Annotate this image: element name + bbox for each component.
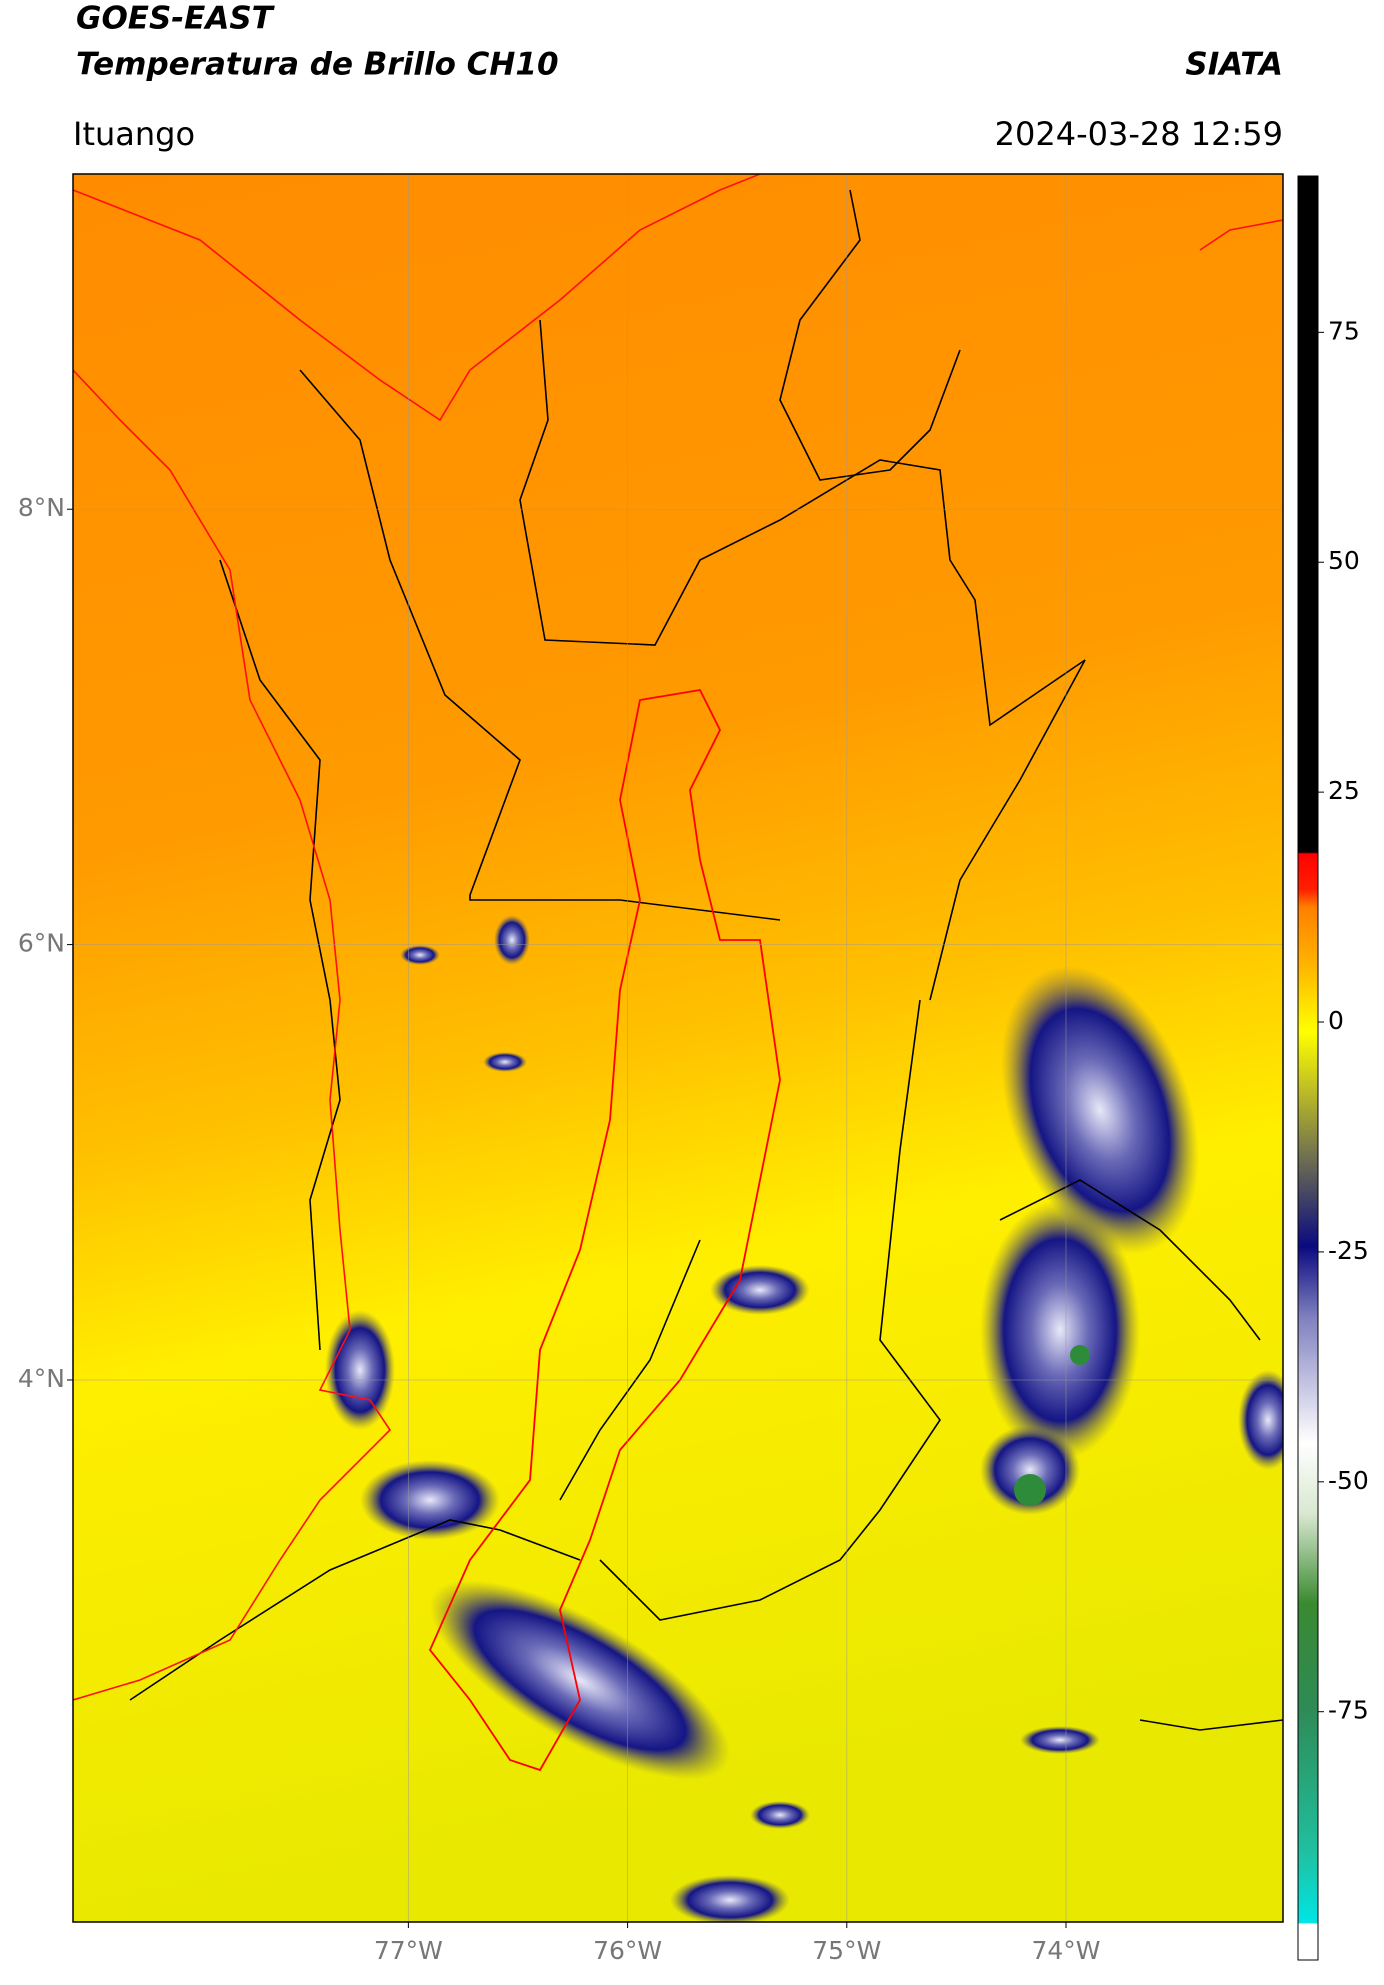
lon-tick-label: 76°W <box>593 1936 662 1965</box>
colorbar-tick-label: 50 <box>1328 546 1360 575</box>
product: Temperatura de Brillo CH10 <box>76 47 559 83</box>
lat-tick-label: 4°N <box>18 1364 65 1393</box>
colorbar-tick-label: -75 <box>1328 1696 1369 1725</box>
colorbar-tick-label: -25 <box>1328 1236 1369 1265</box>
map-frame <box>72 173 1284 1923</box>
colorbar-tick-label: 75 <box>1328 316 1360 345</box>
datetime: 2024-03-28 12:59 <box>995 115 1283 153</box>
boundaries <box>129 189 1283 1731</box>
clouds <box>325 915 1283 1922</box>
map <box>73 174 1283 1922</box>
source: SIATA <box>1185 47 1283 83</box>
colorbar-tick-label: 0 <box>1328 1006 1344 1035</box>
satellite: GOES-EAST <box>76 1 276 37</box>
lat-tick-label: 8°N <box>18 493 65 522</box>
colorbar-tick-label: 25 <box>1328 776 1360 805</box>
location: Ituango <box>73 115 195 153</box>
colorbar-tick-label: -50 <box>1328 1466 1369 1495</box>
coastline <box>73 174 1283 1701</box>
lon-tick-label: 74°W <box>1031 1936 1100 1965</box>
lon-tick-label: 77°W <box>374 1936 443 1965</box>
grid <box>73 174 1283 1922</box>
lon-tick-label: 75°W <box>812 1936 881 1965</box>
lat-tick-label: 6°N <box>18 929 65 958</box>
colorbar <box>1297 175 1319 1961</box>
basin-outline <box>428 689 781 1772</box>
